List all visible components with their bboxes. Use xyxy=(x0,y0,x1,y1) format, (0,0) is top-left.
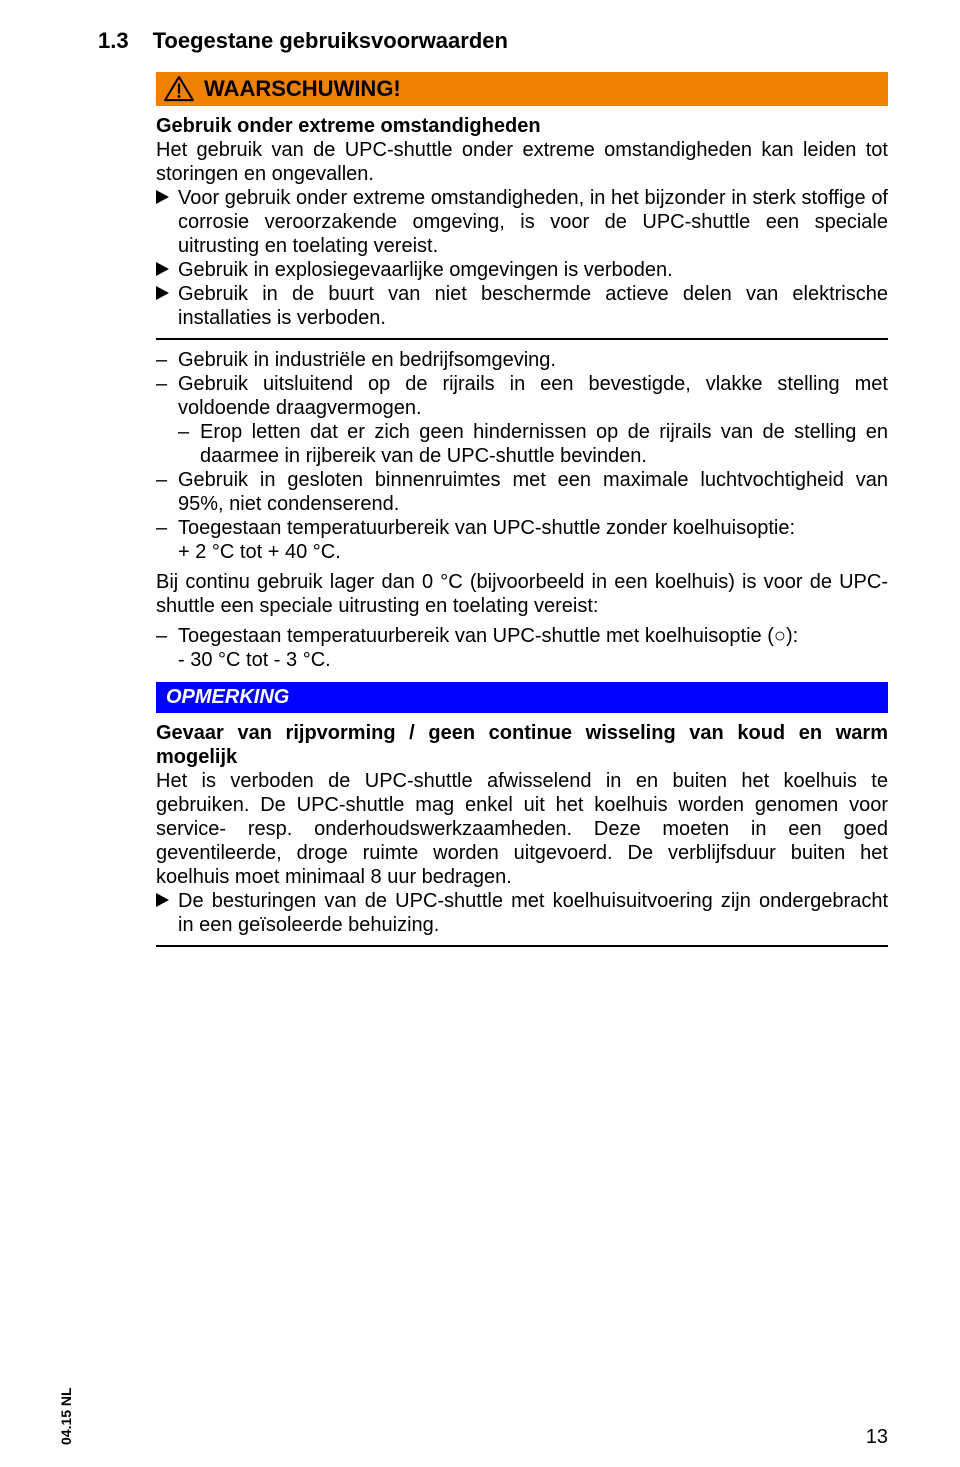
section-title: Toegestane gebruiksvoorwaarden xyxy=(153,28,508,53)
section-heading: 1.3 Toegestane gebruiksvoorwaarden xyxy=(98,28,888,54)
list-text: Toegestaan temperatuurbereik van UPC-shu… xyxy=(178,625,798,647)
warning-arrow-item: Voor gebruik onder extreme omstandighede… xyxy=(156,186,888,258)
warning-label: WAARSCHUWING! xyxy=(204,76,401,102)
list-text: Gebruik in industriële en bedrijfsomgevi… xyxy=(178,349,556,371)
cold-option-list: Toegestaan temperatuurbereik van UPC-shu… xyxy=(156,624,888,672)
list-item: Erop letten dat er zich geen hindernisse… xyxy=(178,420,888,468)
list-text: + 2 °C tot + 40 °C. xyxy=(178,541,341,563)
note-label: OPMERKING xyxy=(166,686,289,708)
note-arrow-item: De besturingen van de UPC-shuttle met ko… xyxy=(156,889,888,937)
warning-arrow-item: Gebruik in explosiegevaarlijke omgevinge… xyxy=(156,258,888,282)
warning-arrow-item: Gebruik in de buurt van niet beschermde … xyxy=(156,282,888,330)
sub-list: Erop letten dat er zich geen hindernisse… xyxy=(178,420,888,468)
list-item: Toegestaan temperatuurbereik van UPC-shu… xyxy=(156,516,888,564)
warning-intro: Het gebruik van de UPC-shuttle onder ext… xyxy=(156,138,888,186)
list-item: Toegestaan temperatuurbereik van UPC-shu… xyxy=(156,624,888,672)
warning-triangle-icon xyxy=(164,76,194,102)
page-number: 13 xyxy=(866,1426,888,1449)
note-body: Het is verboden de UPC-shuttle afwissele… xyxy=(156,769,888,889)
divider xyxy=(156,945,888,947)
section-number: 1.3 xyxy=(98,28,129,54)
footer-side-label: 04.15 NL xyxy=(58,1387,74,1445)
page: 1.3 Toegestane gebruiksvoorwaarden WAARSC… xyxy=(0,0,960,1467)
usage-list: Gebruik in industriële en bedrijfsomgevi… xyxy=(156,348,888,564)
list-item: Gebruik in industriële en bedrijfsomgevi… xyxy=(156,348,888,372)
divider xyxy=(156,338,888,340)
warning-content: Gebruik onder extreme omstandigheden Het… xyxy=(156,114,888,330)
note-heading: Gevaar van rijpvorming / geen continue w… xyxy=(156,721,888,769)
note-bar: OPMERKING xyxy=(156,682,888,713)
warning-heading: Gebruik onder extreme omstandigheden xyxy=(156,114,888,138)
list-text: - 30 °C tot - 3 °C. xyxy=(178,649,331,671)
list-text: Gebruik in gesloten binnenruimtes met ee… xyxy=(178,469,888,515)
list-item: Gebruik uitsluitend op de rijrails in ee… xyxy=(156,372,888,468)
list-text: Gebruik uitsluitend op de rijrails in ee… xyxy=(178,373,888,419)
list-text: Erop letten dat er zich geen hindernisse… xyxy=(200,421,888,467)
note-content: Gevaar van rijpvorming / geen continue w… xyxy=(156,721,888,937)
continuous-use-paragraph: Bij continu gebruik lager dan 0 °C (bijv… xyxy=(156,570,888,618)
list-text: Toegestaan temperatuurbereik van UPC-shu… xyxy=(178,517,795,539)
warning-bar: WAARSCHUWING! xyxy=(156,72,888,106)
list-item: Gebruik in gesloten binnenruimtes met ee… xyxy=(156,468,888,516)
